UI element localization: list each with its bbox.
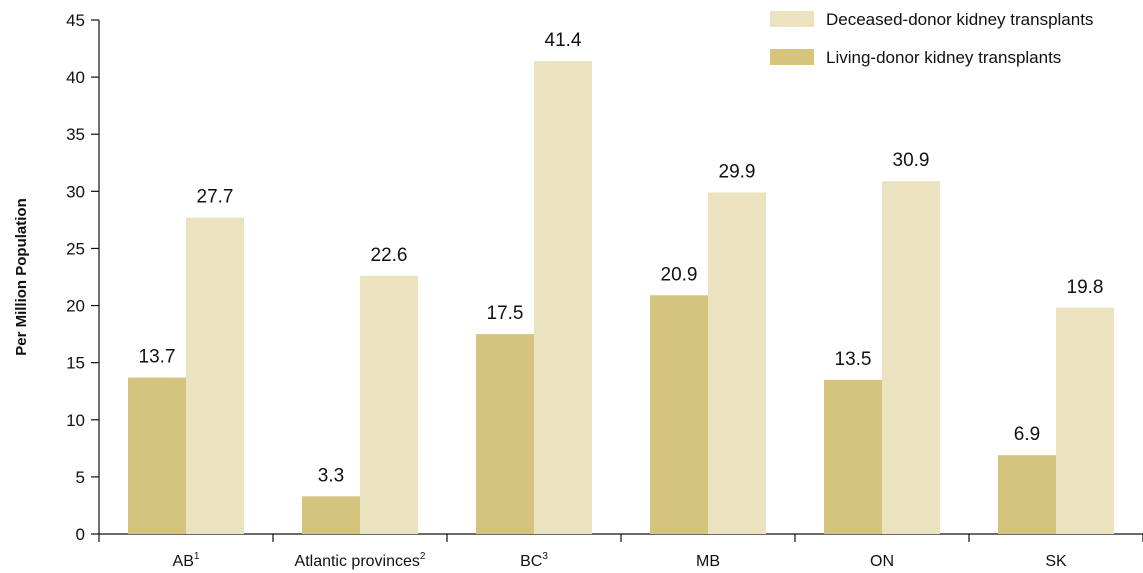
x-category-footnote: 1 (194, 551, 200, 562)
data-label: 13.5 (835, 349, 872, 370)
x-category-name: BC (520, 553, 542, 570)
bar-deceased-donor (186, 217, 244, 535)
x-category-label: ON (870, 553, 894, 570)
data-label: 30.9 (893, 150, 930, 171)
data-labels: 13.7 27.7 3.3 22.6 17.5 41.4 20.9 29.9 13.5 30.9 6… (139, 30, 1104, 486)
y-tick-label: 10 (66, 411, 85, 430)
x-category-name: MB (696, 553, 720, 570)
y-tick-label: 45 (66, 11, 85, 30)
data-label: 27.7 (197, 187, 234, 208)
x-category-name: AB (173, 553, 194, 570)
x-category-name: SK (1045, 553, 1067, 570)
x-axis: AB1 Atlantic provinces2 BC3 MB ON SK (98, 533, 1143, 570)
x-category-footnote: 3 (542, 551, 548, 562)
x-category-label: AB1 (173, 551, 200, 570)
data-label: 3.3 (318, 465, 344, 486)
legend-label: Deceased-donor kidney transplants (826, 10, 1093, 29)
bar-deceased-donor (534, 61, 592, 535)
data-label: 22.6 (371, 245, 408, 266)
x-category-label: BC3 (520, 551, 548, 570)
y-tick-label: 40 (66, 68, 85, 87)
bar-deceased-donor (360, 275, 418, 534)
x-category-name: Atlantic provinces (295, 553, 420, 570)
x-category-label: Atlantic provinces2 (295, 551, 426, 570)
data-label: 17.5 (487, 303, 524, 324)
y-tick-label: 0 (76, 525, 85, 544)
bar-living-donor (128, 377, 186, 534)
data-label: 13.7 (139, 347, 176, 368)
bar-deceased-donor (1056, 307, 1114, 534)
data-label: 29.9 (719, 161, 756, 182)
y-tick-label: 20 (66, 297, 85, 316)
legend-swatch (770, 11, 814, 27)
x-category-footnote: 2 (420, 551, 426, 562)
bar-deceased-donor (708, 192, 766, 534)
legend-label: Living-donor kidney transplants (826, 48, 1061, 67)
x-category-label: SK (1045, 553, 1067, 570)
bars (128, 61, 1114, 535)
bar-living-donor (998, 455, 1056, 534)
y-tick-label: 35 (66, 125, 85, 144)
data-label: 41.4 (545, 30, 582, 51)
y-axis-title-group: Per Million Population (13, 198, 30, 356)
bar-deceased-donor (882, 181, 940, 534)
y-axis-title: Per Million Population (13, 198, 30, 356)
bar-living-donor (824, 379, 882, 534)
legend: Deceased-donor kidney transplants Living-… (770, 10, 1093, 67)
x-category-label: MB (696, 553, 720, 570)
bar-living-donor (650, 295, 708, 534)
bar-living-donor (476, 334, 534, 534)
y-axis: 0 5 10 15 20 25 30 35 40 45 (66, 11, 100, 544)
y-tick-label: 5 (76, 468, 85, 487)
y-tick-label: 15 (66, 354, 85, 373)
data-label: 19.8 (1067, 277, 1104, 298)
legend-swatch (770, 49, 814, 65)
y-tick-label: 30 (66, 182, 85, 201)
bar-living-donor (302, 496, 360, 534)
data-label: 6.9 (1014, 424, 1040, 445)
data-label: 20.9 (661, 264, 698, 285)
y-tick-label: 25 (66, 239, 85, 258)
x-category-name: ON (870, 553, 894, 570)
